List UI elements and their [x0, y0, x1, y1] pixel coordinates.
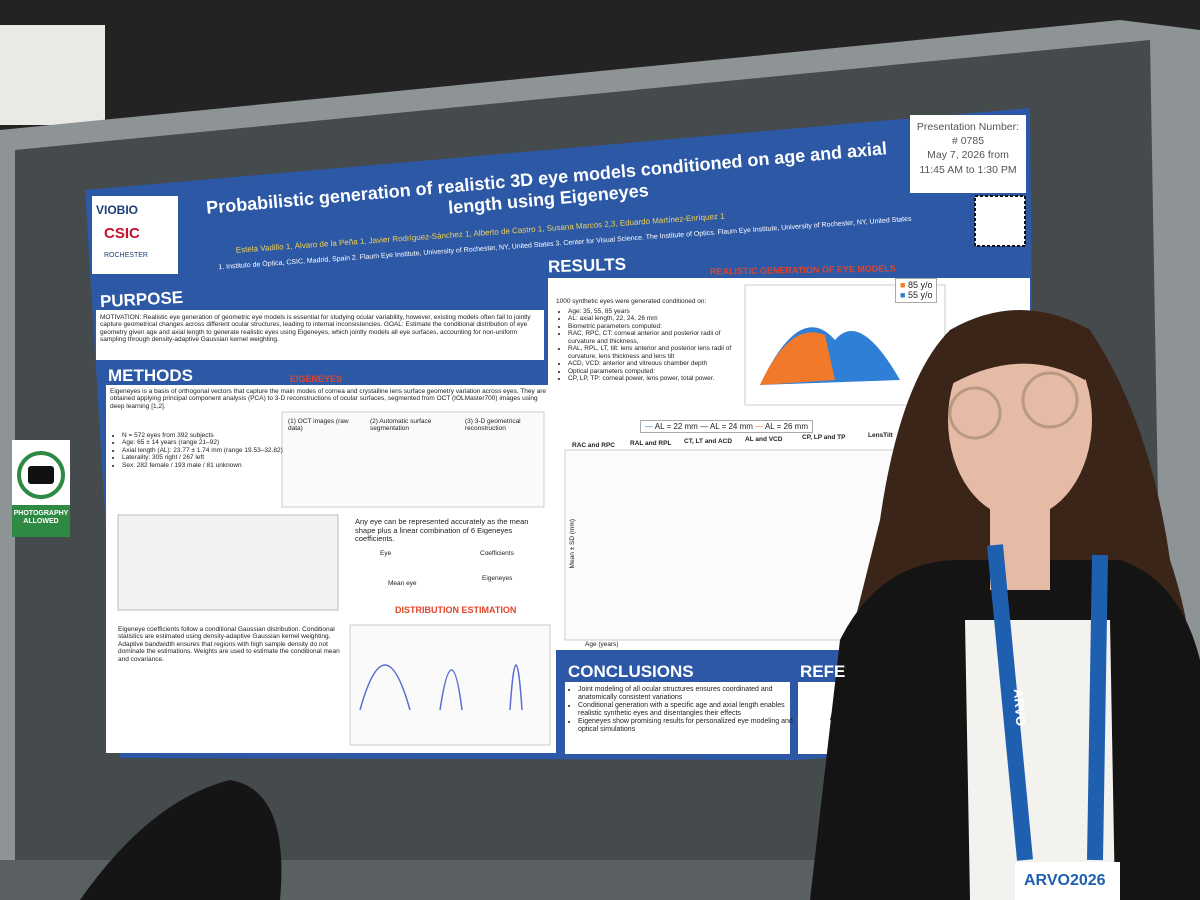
subplot-title: LensTilt [868, 432, 893, 439]
conclusions-heading: CONCLUSIONS [568, 662, 694, 681]
legend-label: 55 y/o [907, 290, 933, 301]
methods-text: Eigeneyes is a basis of orthogonal vecto… [110, 388, 546, 410]
methods-item: Sex: 282 female / 193 male / 81 unknown [122, 462, 287, 469]
conclusions-list: Joint modeling of all ocular structures … [568, 686, 796, 734]
legend-label: AL = 24 mm [709, 422, 753, 431]
sign-line: ALLOWED [23, 518, 59, 526]
results-item: Biometric parameters computed: [568, 323, 748, 330]
badge-text: ARVO2026 [1024, 872, 1106, 889]
methods-item: Laterality: 305 right / 267 left [122, 454, 287, 461]
legend-swatch: ■ [900, 290, 906, 301]
methods-item: Age: 65 ± 14 years (range 21–92) [122, 439, 287, 446]
results-heading: RESULTS [547, 254, 627, 277]
presentation-line: Presentation Number: [916, 121, 1020, 133]
purpose-panel [96, 310, 544, 360]
legend-line: — [755, 422, 764, 431]
presentation-line: # 0785 [951, 135, 985, 148]
eigeneye-figure [117, 514, 339, 611]
sign-band [12, 505, 70, 537]
subplot-title: RAC and RPC [572, 442, 615, 449]
distribution-text: Eigeneye coefficients follow a condition… [118, 626, 340, 663]
distribution-figure [349, 624, 551, 746]
presentation-line: May 7, 2026 from [927, 149, 1009, 162]
equation-label: Coefficients [480, 550, 514, 557]
results-item: RAC, RPC, CT: corneal anterior and poste… [568, 330, 748, 345]
legend-label: AL = 22 mm [654, 422, 698, 431]
qr-code [974, 195, 1026, 247]
step-label: (1) OCT images (raw data) [288, 418, 349, 433]
equation-label: Eigeneyes [482, 575, 513, 582]
subplot-title: CP, LP and TP [802, 434, 846, 441]
results-item: RAL, RPL, LT, tilt: lens anterior and po… [568, 345, 748, 360]
methods-heading: METHODS [108, 366, 193, 385]
presentation-line: 11:45 AM to 1:30 PM [919, 163, 1017, 176]
methods-item: Axial length (AL): 23.77 ± 1.74 mm (rang… [122, 447, 287, 454]
logo: VIOBIO [96, 203, 139, 217]
density-curves [359, 664, 523, 711]
legend-entry: ■ 55 y/o [900, 290, 932, 300]
jacket [80, 780, 282, 900]
results-item: Optical parameters computed: [568, 368, 748, 375]
equation-label: Eye [380, 550, 392, 557]
results-item: CP, LP, TP: corneal power, lens power, t… [568, 375, 748, 382]
references-heading: REFE [800, 662, 846, 681]
legend-line: — [645, 422, 653, 431]
conclusion-item: Joint modeling of all ocular structures … [578, 686, 796, 702]
y-axis-label: Mean ± SD (mm) [568, 519, 576, 569]
legend-label: AL = 26 mm [764, 422, 808, 431]
x-axis-label: Age (years) [585, 641, 619, 648]
sign-text: PHOTOGRAPHY ALLOWED [12, 510, 70, 526]
legend-3d: ■ 85 y/o ■ 55 y/o [895, 278, 938, 303]
legend-al: — AL = 22 mm — AL = 24 mm — AL = 26 mm [640, 420, 813, 434]
methods-list: N = 572 eyes from 392 subjects Age: 65 ±… [112, 432, 287, 469]
results-item: Age: 35, 55, 85 years [568, 308, 748, 315]
lanyard-text: ARVO [1010, 688, 1029, 727]
camera-icon [28, 466, 54, 484]
glasses-left [948, 386, 1002, 440]
legend-entry: ■ 85 y/o [900, 280, 932, 290]
conclusion-item: Conditional generation with a specific a… [578, 702, 796, 718]
pipeline-figure [281, 411, 545, 508]
eigeneyes-heading: EIGENEYES [290, 374, 343, 384]
legend-label: 85 y/o [907, 280, 933, 290]
logo: CSIC [104, 225, 140, 242]
purpose-text: MOTIVATION: Realistic eye generation of … [100, 314, 531, 344]
bangs [950, 315, 1090, 385]
distribution-heading: DISTRIBUTION ESTIMATION [395, 605, 517, 615]
subplot-title: RAL and RPL [630, 440, 672, 447]
presentation-box [910, 115, 1026, 193]
results-item: ACD, VCD: anterior and vitreous chamber … [568, 360, 748, 367]
results-intro: 1000 synthetic eyes were generated condi… [556, 298, 707, 305]
plots-area [564, 449, 906, 641]
face [948, 322, 1092, 518]
presentation-info: Presentation Number: # 0785 May 7, 2026 … [912, 120, 1024, 177]
results-list: Age: 35, 55, 85 years AL: axial length, … [558, 308, 748, 383]
surface-orange [760, 332, 835, 385]
step-label: (3) 3-D geometrical reconstruction [465, 418, 521, 433]
sign-line: PHOTOGRAPHY [13, 510, 69, 517]
badge [1015, 862, 1120, 900]
results-item: AL: axial length, 22, 24, 26 mm [568, 315, 748, 322]
paper [0, 25, 105, 125]
methods-item: N = 572 eyes from 392 subjects [122, 432, 287, 439]
logo: ROCHESTER [104, 252, 148, 259]
lanyard [987, 544, 1108, 861]
representation-text: Any eye can be represented accurately as… [355, 517, 529, 544]
conclusions-panel [565, 682, 790, 754]
legend-line: — [700, 422, 709, 431]
step-label: (2) Automatic surface segmentation [370, 418, 432, 433]
legend-swatch: ■ [900, 280, 906, 290]
logo-box [92, 196, 178, 274]
conclusion-item: Eigeneyes show promising results for per… [578, 718, 796, 734]
glasses-right [1021, 371, 1079, 429]
subplot-title: CT, LT and ACD [684, 438, 733, 445]
subplot-title: AL and VCD [745, 436, 783, 443]
equation-label: Mean eye [388, 580, 417, 587]
